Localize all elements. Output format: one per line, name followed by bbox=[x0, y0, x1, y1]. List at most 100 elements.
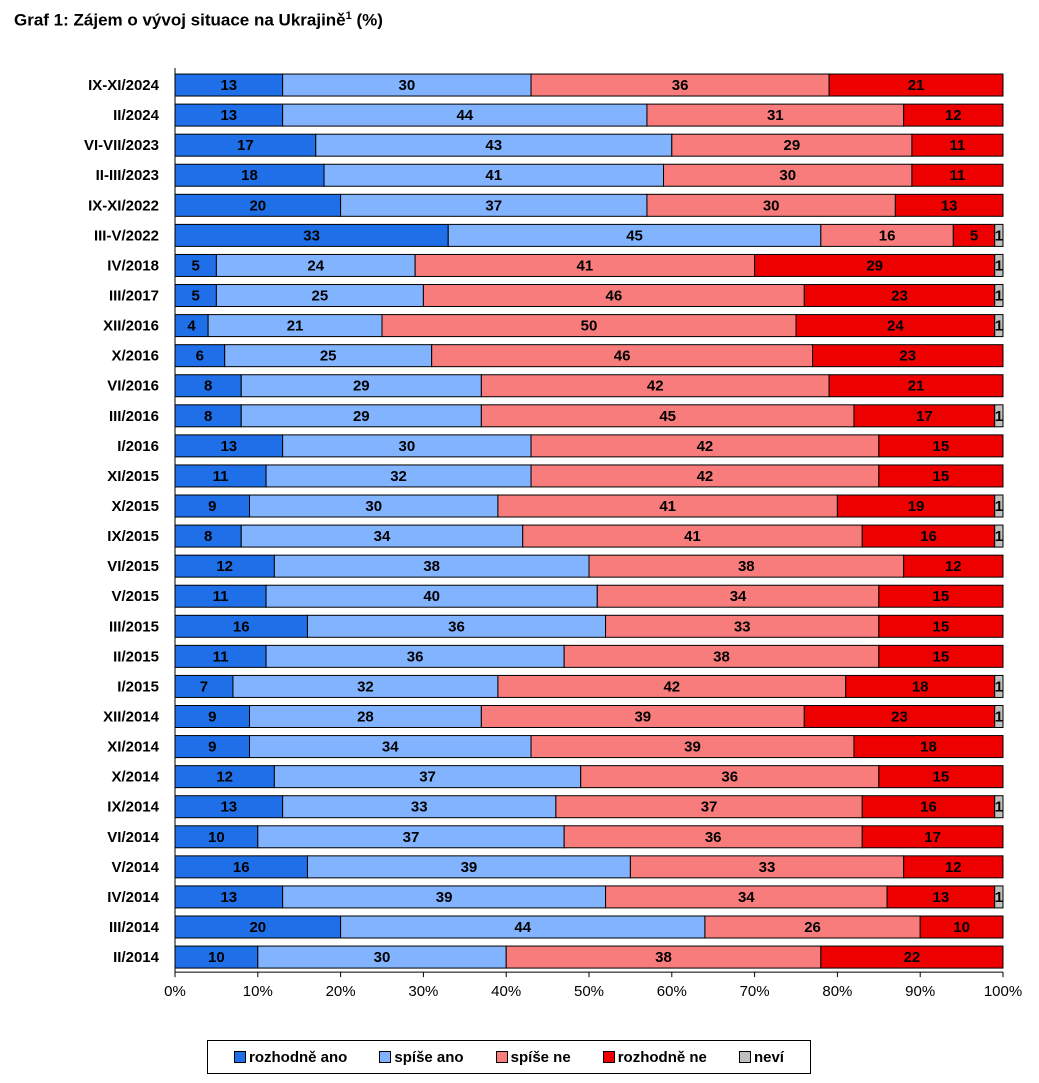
data-label: 40 bbox=[423, 588, 440, 605]
data-label: 43 bbox=[485, 137, 502, 154]
data-label: 23 bbox=[891, 709, 908, 726]
data-label: 9 bbox=[208, 739, 216, 756]
x-tick-label: 50% bbox=[574, 983, 604, 1000]
data-label: 17 bbox=[237, 137, 254, 154]
data-label: 15 bbox=[933, 648, 950, 665]
bar-segment bbox=[903, 103, 1004, 127]
data-label: 5 bbox=[192, 257, 200, 274]
category-label: X/2016 bbox=[111, 348, 159, 365]
legend: rozhodně ano spíše ano spíše ne rozhodně ne… bbox=[207, 1040, 811, 1074]
data-label: 41 bbox=[684, 528, 701, 545]
data-label: 20 bbox=[249, 919, 266, 936]
data-label: 18 bbox=[241, 167, 258, 184]
legend-item: neví bbox=[738, 1049, 784, 1066]
data-label: 36 bbox=[672, 77, 689, 94]
x-tick-label: 30% bbox=[408, 983, 438, 1000]
data-label: 39 bbox=[684, 739, 701, 756]
data-label: 11 bbox=[950, 137, 966, 154]
data-label: 28 bbox=[357, 709, 374, 726]
data-label: 30 bbox=[365, 498, 382, 515]
data-label: 1 bbox=[995, 318, 1003, 335]
data-label: 21 bbox=[908, 77, 925, 94]
data-label: 17 bbox=[924, 829, 941, 846]
data-label: 15 bbox=[933, 438, 950, 455]
data-label: 25 bbox=[320, 348, 337, 365]
data-label: 6 bbox=[196, 348, 204, 365]
category-label: VI/2016 bbox=[107, 378, 159, 395]
data-label: 15 bbox=[933, 468, 950, 485]
bar-segment bbox=[994, 674, 1004, 698]
category-label: III/2017 bbox=[109, 288, 159, 305]
bar-segment bbox=[994, 795, 1004, 819]
category-label: VI/2015 bbox=[107, 558, 159, 575]
data-label: 45 bbox=[659, 408, 676, 425]
bar-segment bbox=[911, 133, 1004, 157]
data-label: 1 bbox=[995, 498, 1003, 515]
data-label: 42 bbox=[697, 468, 714, 485]
data-label: 11 bbox=[213, 648, 229, 665]
data-label: 32 bbox=[390, 468, 407, 485]
data-label: 17 bbox=[916, 408, 933, 425]
category-label: VI-VII/2023 bbox=[84, 137, 159, 154]
category-label: II/2014 bbox=[113, 949, 160, 966]
data-label: 18 bbox=[920, 739, 937, 756]
bar-segment bbox=[853, 735, 1004, 759]
data-label: 37 bbox=[485, 197, 502, 214]
data-label: 50 bbox=[581, 318, 598, 335]
data-label: 1 bbox=[995, 408, 1003, 425]
bar-segment bbox=[994, 705, 1004, 729]
data-label: 15 bbox=[933, 588, 950, 605]
data-label: 24 bbox=[887, 318, 904, 335]
data-label: 10 bbox=[208, 829, 225, 846]
data-label: 29 bbox=[784, 137, 801, 154]
data-label: 1 bbox=[995, 528, 1003, 545]
bar-segment bbox=[919, 915, 1004, 939]
category-label: I/2016 bbox=[117, 438, 159, 455]
data-label: 29 bbox=[353, 378, 370, 395]
data-label: 12 bbox=[216, 769, 233, 786]
bar-segment bbox=[878, 584, 1004, 608]
data-label: 39 bbox=[461, 859, 478, 876]
legend-label: rozhodně ne bbox=[617, 1048, 707, 1066]
data-label: 45 bbox=[626, 227, 643, 244]
bar-segment bbox=[994, 885, 1004, 909]
data-label: 15 bbox=[933, 769, 950, 786]
legend-label: rozhodně ano bbox=[249, 1048, 348, 1066]
data-label: 9 bbox=[208, 709, 216, 726]
bar-segment bbox=[878, 765, 1004, 789]
category-label: IV/2018 bbox=[107, 257, 159, 274]
bar-segment bbox=[903, 554, 1004, 578]
chart-title: Graf 1: Zájem o vývoj situace na Ukrajin… bbox=[14, 10, 383, 31]
category-label: X/2014 bbox=[111, 769, 159, 786]
data-label: 32 bbox=[357, 678, 374, 695]
bar-segment bbox=[994, 524, 1004, 548]
data-label: 37 bbox=[419, 769, 436, 786]
bar-segment bbox=[878, 434, 1004, 458]
x-tick-label: 80% bbox=[822, 983, 852, 1000]
bar-segment bbox=[828, 374, 1004, 398]
data-label: 44 bbox=[514, 919, 531, 936]
category-label: IX-XI/2022 bbox=[88, 197, 159, 214]
x-tick-label: 70% bbox=[740, 983, 770, 1000]
data-label: 41 bbox=[659, 498, 676, 515]
data-label: 29 bbox=[353, 408, 370, 425]
data-label: 20 bbox=[249, 197, 266, 214]
data-label: 38 bbox=[713, 648, 730, 665]
data-label: 21 bbox=[287, 318, 304, 335]
data-label: 9 bbox=[208, 498, 216, 515]
data-label: 1 bbox=[995, 709, 1003, 726]
data-label: 12 bbox=[945, 859, 962, 876]
category-label: IX-XI/2024 bbox=[88, 77, 160, 94]
category-label: XI/2014 bbox=[107, 739, 159, 756]
data-label: 10 bbox=[953, 919, 970, 936]
legend-swatch bbox=[495, 1051, 508, 1063]
data-label: 38 bbox=[738, 558, 755, 575]
data-label: 33 bbox=[734, 618, 751, 635]
data-label: 36 bbox=[705, 829, 722, 846]
bar-segment bbox=[903, 855, 1004, 879]
category-label: X/2015 bbox=[111, 498, 159, 515]
x-tick-label: 10% bbox=[243, 983, 273, 1000]
data-label: 18 bbox=[912, 678, 929, 695]
bar-segment bbox=[878, 464, 1004, 488]
data-label: 13 bbox=[933, 889, 950, 906]
